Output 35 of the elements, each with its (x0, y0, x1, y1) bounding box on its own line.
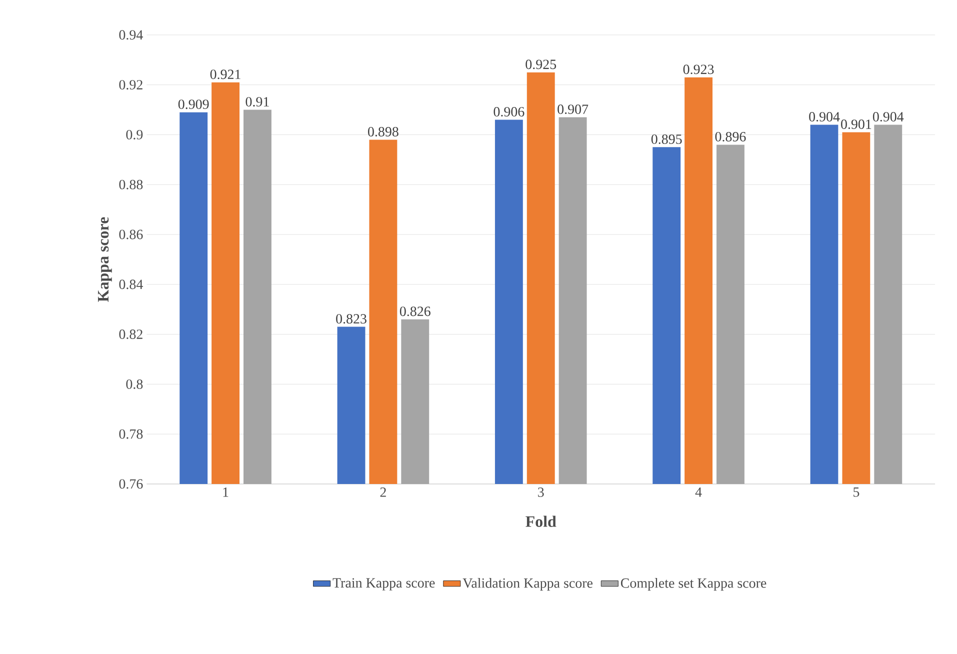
data-label: 0.895 (651, 134, 682, 144)
data-label: 0.904 (809, 112, 840, 122)
data-label: 0.826 (400, 306, 430, 316)
y-tick-label: 0.76 (119, 479, 143, 489)
x-axis-title: Fold (526, 516, 556, 528)
y-tick-label: 0.84 (119, 280, 143, 290)
legend-label: Train Kappa score (332, 578, 435, 591)
data-label: 0.896 (715, 132, 746, 142)
y-tick-label: 0.92 (119, 80, 142, 90)
y-axis-title: Kappa score (98, 217, 112, 302)
legend-label: Complete set Kappa score (620, 578, 766, 591)
data-label: 0.925 (526, 60, 556, 70)
data-label: 0.901 (841, 120, 872, 130)
data-label: 0.904 (872, 112, 904, 122)
y-tick-label: 0.9 (126, 130, 143, 140)
data-label: 0.923 (683, 64, 714, 74)
y-tick-label: 0.86 (119, 230, 143, 240)
y-tick-label: 0.8 (126, 380, 143, 390)
y-tick-label: 0.82 (119, 330, 142, 340)
y-tick-label: 0.94 (119, 30, 143, 40)
data-label: 0.909 (178, 100, 209, 110)
x-tick-label: 2 (380, 488, 386, 497)
data-label: 0.907 (558, 104, 588, 114)
data-label: 0.898 (368, 127, 398, 137)
data-label: 0.91 (246, 97, 269, 107)
y-tick-label: 0.78 (119, 430, 143, 440)
x-tick-label: 5 (854, 488, 860, 497)
data-label: 0.823 (336, 314, 366, 324)
legend-label: Validation Kappa score (462, 578, 592, 591)
x-tick-label: 4 (695, 488, 702, 497)
x-tick-label: 1 (223, 488, 228, 497)
x-tick-label: 3 (538, 488, 544, 498)
data-label: 0.921 (210, 70, 240, 80)
y-tick-label: 0.88 (119, 180, 143, 190)
data-label: 0.906 (494, 107, 524, 117)
